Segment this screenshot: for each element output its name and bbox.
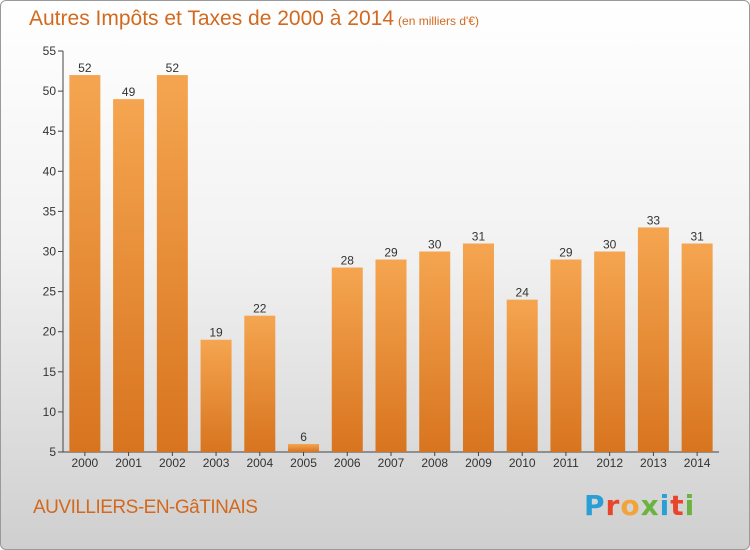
chart-title-text: Autres Impôts et Taxes de 2000 à 2014 xyxy=(29,7,395,30)
x-tick-label: 2007 xyxy=(378,456,405,470)
bar xyxy=(113,99,145,453)
x-tick-label: 2011 xyxy=(553,456,579,470)
x-tick-label: 2004 xyxy=(246,456,273,470)
y-tick-label: 25 xyxy=(43,285,57,299)
x-tick-label: 2010 xyxy=(509,456,536,470)
bar xyxy=(69,75,101,452)
commune-name: AUVILLIERS-EN-GâTINAIS xyxy=(33,497,258,518)
y-tick-label: 50 xyxy=(43,84,57,98)
chart-unit: (en milliers d'€) xyxy=(398,14,480,28)
data-label: 29 xyxy=(559,246,573,260)
y-tick-label: 30 xyxy=(43,245,57,259)
y-tick-label: 40 xyxy=(43,164,57,178)
bar xyxy=(200,339,232,452)
data-label: 31 xyxy=(690,229,704,243)
y-tick-label: 35 xyxy=(43,204,57,218)
data-label: 30 xyxy=(428,238,442,252)
data-label: 49 xyxy=(122,85,136,99)
bar xyxy=(462,243,494,452)
logo-letter: x xyxy=(640,489,660,522)
data-label: 22 xyxy=(253,302,267,316)
y-tick-label: 55 xyxy=(43,44,57,58)
x-tick-label: 2014 xyxy=(684,456,711,470)
y-tick-label: 10 xyxy=(43,405,57,419)
x-tick-label: 2008 xyxy=(421,456,448,470)
bar xyxy=(506,299,538,452)
bar xyxy=(550,259,582,452)
x-tick-label: 2005 xyxy=(290,456,317,470)
chart-title: Autres Impôts et Taxes de 2000 à 2014 (en… xyxy=(29,7,479,31)
bar xyxy=(331,267,363,452)
logo-letter: o xyxy=(620,489,641,522)
x-tick-label: 2012 xyxy=(596,456,623,470)
data-label: 33 xyxy=(647,213,661,227)
data-label: 52 xyxy=(78,61,92,75)
logo-letter: r xyxy=(605,489,621,522)
data-label: 28 xyxy=(341,254,355,268)
bar xyxy=(375,259,407,452)
data-label: 31 xyxy=(472,229,486,243)
y-tick-label: 5 xyxy=(49,445,56,459)
bar xyxy=(244,315,276,452)
bar xyxy=(156,75,188,452)
bar xyxy=(288,443,320,452)
y-tick-label: 45 xyxy=(43,124,57,138)
bar xyxy=(419,251,451,452)
data-label: 19 xyxy=(209,326,223,340)
bar xyxy=(681,243,713,452)
x-tick-label: 2009 xyxy=(465,456,492,470)
x-tick-label: 2006 xyxy=(334,456,361,470)
bar xyxy=(637,227,669,452)
x-tick-label: 2000 xyxy=(72,456,99,470)
y-tick-label: 15 xyxy=(43,365,57,379)
logo-letter: i xyxy=(684,489,696,522)
logo-letter: i xyxy=(659,489,671,522)
logo-letter: P xyxy=(584,489,606,522)
x-tick-label: 2002 xyxy=(159,456,186,470)
data-label: 52 xyxy=(166,61,180,75)
proxiti-logo[interactable]: Proxiti xyxy=(584,489,695,522)
logo-letter: t xyxy=(670,489,685,522)
data-label: 30 xyxy=(603,238,617,252)
data-label: 24 xyxy=(516,286,530,300)
bar xyxy=(594,251,626,452)
x-tick-label: 2013 xyxy=(640,456,667,470)
x-tick-label: 2003 xyxy=(203,456,230,470)
data-label: 29 xyxy=(384,246,398,260)
x-tick-label: 2001 xyxy=(115,456,142,470)
y-tick-label: 20 xyxy=(43,325,57,339)
data-label: 6 xyxy=(300,430,307,444)
